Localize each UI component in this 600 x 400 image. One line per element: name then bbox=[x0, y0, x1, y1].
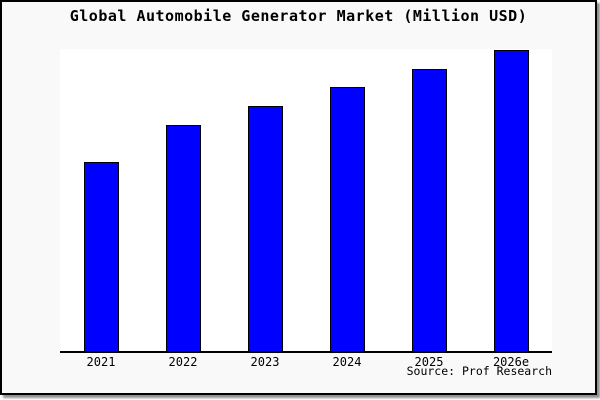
bar-2024 bbox=[329, 87, 365, 351]
x-axis-label-2025: 2025 bbox=[414, 355, 444, 369]
x-axis-label-2026e: 2026e bbox=[492, 355, 530, 369]
x-axis-label-2022: 2022 bbox=[168, 355, 198, 369]
plot-area bbox=[60, 49, 552, 353]
bar-2025 bbox=[411, 69, 447, 351]
x-axis-label-2024: 2024 bbox=[332, 355, 362, 369]
bar-2022 bbox=[165, 125, 201, 351]
x-axis-label-2021: 2021 bbox=[86, 355, 116, 369]
x-axis-label-2023: 2023 bbox=[250, 355, 280, 369]
bar-2026e bbox=[493, 50, 529, 351]
bar-2023 bbox=[247, 106, 283, 351]
bar-2021 bbox=[83, 162, 119, 351]
source-attribution: Source: Prof Research bbox=[406, 364, 552, 378]
chart-title: Global Automobile Generator Market (Mill… bbox=[69, 7, 528, 25]
